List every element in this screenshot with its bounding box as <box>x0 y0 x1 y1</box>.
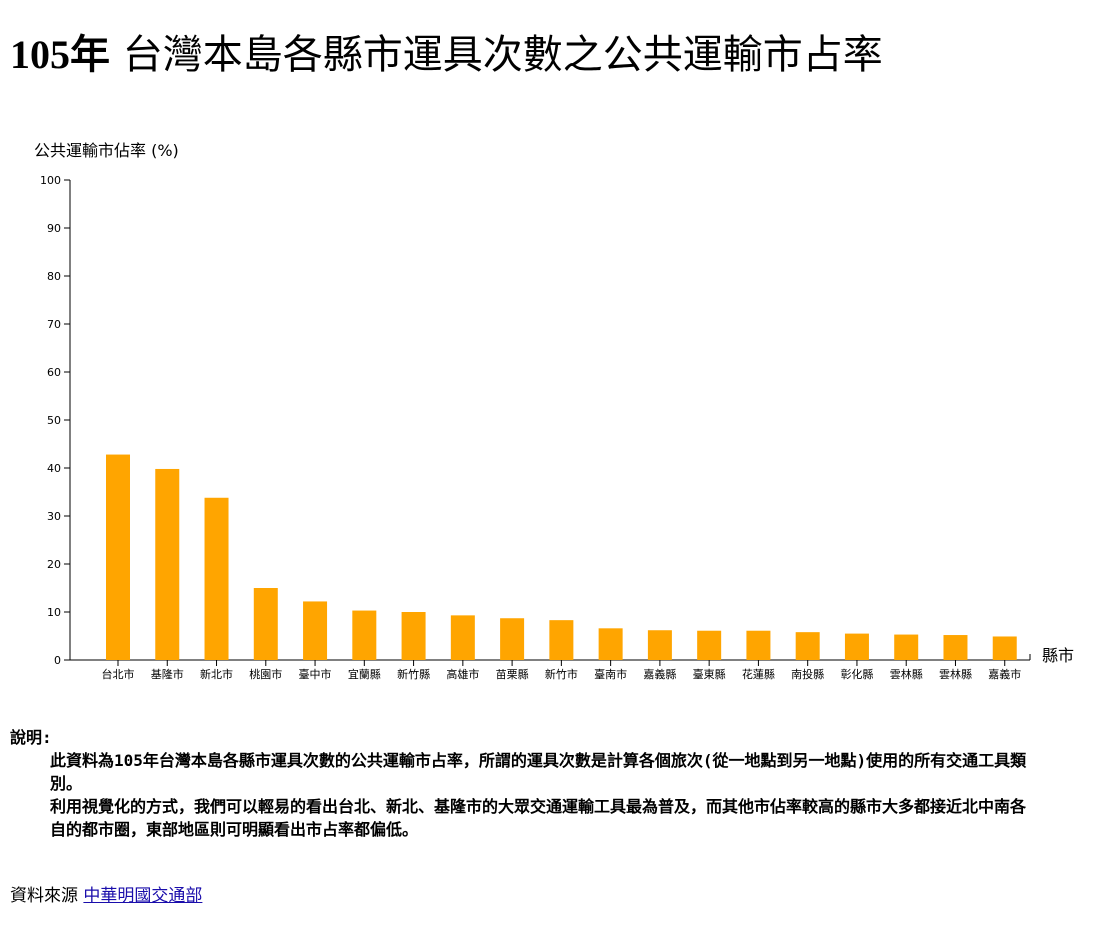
bar <box>844 633 869 660</box>
bar <box>303 601 328 660</box>
x-tick-label: 新北市 <box>200 667 233 681</box>
x-tick-label: 桃園市 <box>249 667 282 681</box>
bar <box>352 610 377 660</box>
x-tick-label: 南投縣 <box>791 667 824 681</box>
page-title-text: 台灣本島各縣市運具次數之公共運輸市占率 <box>110 32 883 78</box>
x-tick-label: 宜蘭縣 <box>348 667 381 681</box>
bar <box>106 454 130 660</box>
x-tick-label: 花蓮縣 <box>742 667 775 681</box>
bar <box>894 634 919 660</box>
x-tick-label: 新竹縣 <box>397 667 430 681</box>
x-tick-label: 臺東縣 <box>693 667 726 681</box>
bar <box>598 628 623 660</box>
y-tick-label: 100 <box>40 174 61 187</box>
x-tick-label: 彰化縣 <box>840 667 873 681</box>
bar <box>647 630 672 660</box>
y-axis-label: 公共運輸市佔率 (%) <box>34 141 179 160</box>
x-tick-label: 嘉義縣 <box>643 667 676 681</box>
bar <box>253 588 278 660</box>
bar <box>500 618 525 660</box>
description: 說明: 此資料為105年台灣本島各縣市運具次數的公共運輸市占率，所謂的運具次數是… <box>10 726 1090 841</box>
bar <box>746 630 771 660</box>
y-tick-label: 10 <box>47 606 61 619</box>
description-paragraph-1: 此資料為105年台灣本島各縣市運具次數的公共運輸市占率，所謂的運具次數是計算各個… <box>50 751 1027 793</box>
x-axis-label: 縣市 <box>1042 646 1074 665</box>
x-tick-label: 雲林縣 <box>890 667 923 681</box>
x-tick-label: 高雄市 <box>446 667 479 681</box>
x-tick-label: 嘉義市 <box>988 667 1021 681</box>
bar <box>204 497 229 660</box>
source-link[interactable]: 中華明國交通部 <box>83 886 203 906</box>
x-tick-label: 基隆市 <box>151 667 184 681</box>
y-tick-label: 40 <box>47 462 61 475</box>
y-tick-label: 60 <box>47 366 61 379</box>
bar <box>943 635 968 660</box>
source-line: 資料來源 中華明國交通部 <box>10 881 202 906</box>
y-tick-label: 70 <box>47 318 61 331</box>
x-tick-label: 臺中市 <box>299 667 332 681</box>
y-tick-label: 80 <box>47 270 61 283</box>
description-heading: 說明: <box>10 728 52 747</box>
bar <box>992 636 1017 660</box>
bar <box>401 612 426 660</box>
bar <box>450 615 475 660</box>
x-tick-label: 新竹市 <box>545 667 578 681</box>
x-tick-label: 雲林縣 <box>939 667 972 681</box>
y-tick-label: 0 <box>54 654 61 667</box>
x-tick-label: 臺南市 <box>594 667 627 681</box>
source-label: 資料來源 <box>10 886 84 906</box>
y-tick-label: 20 <box>47 558 61 571</box>
y-tick-label: 30 <box>47 510 61 523</box>
bar <box>155 468 180 660</box>
page-title: 105年 台灣本島各縣市運具次數之公共運輸市占率 <box>10 22 883 80</box>
bar <box>795 632 820 660</box>
x-tick-label: 台北市 <box>102 667 135 681</box>
x-tick-label: 苗栗縣 <box>496 668 529 681</box>
bar <box>549 620 574 660</box>
description-paragraph-2: 利用視覺化的方式，我們可以輕易的看出台北、新北、基隆市的大眾交通運輸工具最為普及… <box>50 797 1027 839</box>
page-title-year: 105年 <box>10 32 110 77</box>
y-tick-label: 90 <box>47 222 61 235</box>
y-tick-label: 50 <box>47 414 61 427</box>
bar <box>697 630 722 660</box>
